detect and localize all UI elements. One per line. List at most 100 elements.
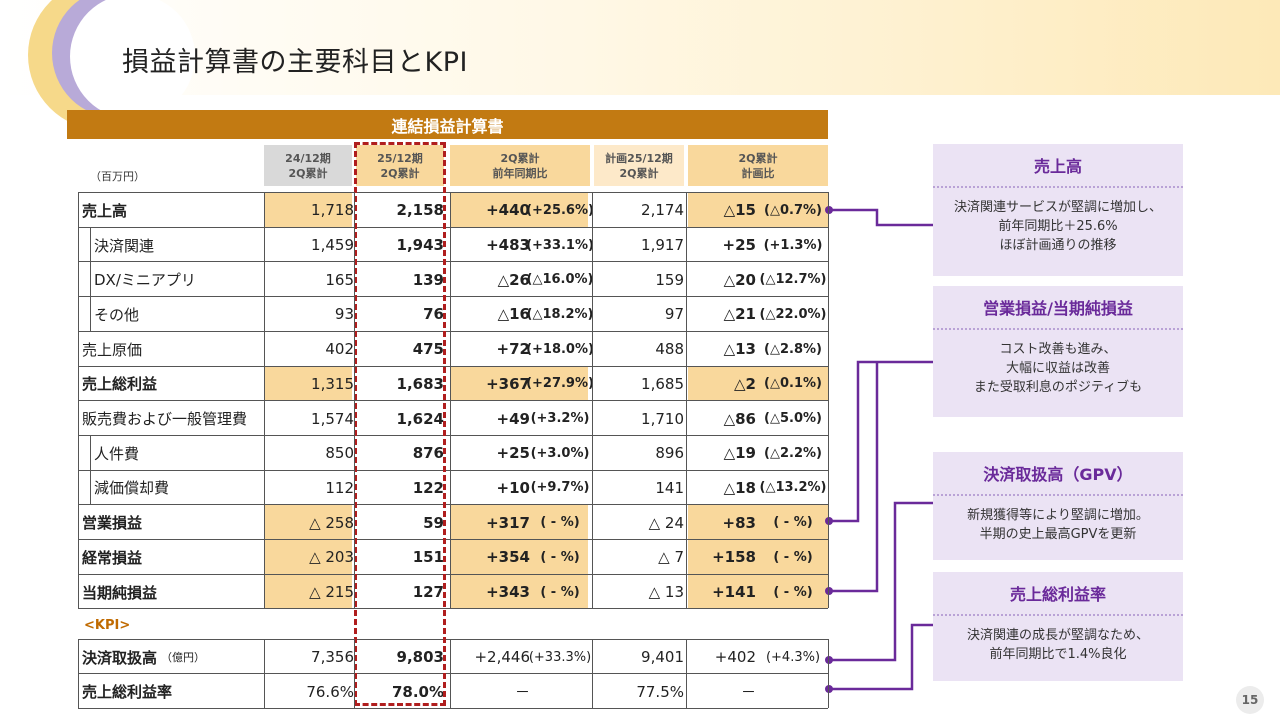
cell-c5p: (△2.8%) xyxy=(764,341,822,357)
cell-c4: 1,710 xyxy=(641,409,684,428)
header-band xyxy=(0,0,1280,95)
cell-highlight xyxy=(264,193,352,228)
row-label-text: 売上高 xyxy=(82,201,128,220)
cell-c5p: ( - %) xyxy=(773,515,813,531)
cell-c2: 1,943 xyxy=(396,236,444,255)
cell-c3p: (+27.9%) xyxy=(526,376,594,392)
row-label: 売上総利益率 xyxy=(82,674,262,709)
panel-revenue: 売上高 決済関連サービスが堅調に増加し、 前年同期比＋25.6% ほぼ計画通りの… xyxy=(933,144,1183,276)
cell-c2: 876 xyxy=(412,444,444,463)
cell-c4: 97 xyxy=(664,305,684,324)
row-label: 売上原価 xyxy=(82,332,262,367)
cell-c4: △ 24 xyxy=(648,513,684,532)
cell-c1: △ 215 xyxy=(309,583,354,602)
table-row: 売上総利益 1,315 1,683 +367 (+27.9%) 1,685 △2 (△0.1%… xyxy=(78,365,828,402)
cell-c1: 1,574 xyxy=(311,409,354,428)
panel-title: 売上高 xyxy=(933,144,1183,188)
column-header-current: 25/12期 2Q累計 xyxy=(356,145,444,186)
row-label: 経常損益 xyxy=(82,540,262,575)
kpi-bottom-border xyxy=(78,708,828,709)
cell-c4: 2,174 xyxy=(641,201,684,220)
table-row: DX/ミニアプリ 165 139 △26 (△16.0%) 159 △20 (△12.7%) xyxy=(78,261,828,297)
cell-c5: △19 xyxy=(723,444,756,463)
panel-gpv: 決済取扱高（GPV） 新規獲得等により堅調に増加。 半期の史上最高GPVを更新 xyxy=(933,452,1183,560)
row-label-text: DX/ミニアプリ xyxy=(94,271,196,290)
cell-c5: △21 xyxy=(723,305,756,324)
cell-highlight xyxy=(450,366,588,402)
cell-highlight xyxy=(450,193,588,228)
row-label: 人件費 xyxy=(94,436,274,471)
page-number: 15 xyxy=(1236,686,1264,714)
cell-c4: 77.5% xyxy=(636,682,684,701)
cell-highlight xyxy=(264,505,352,540)
cell-c1: △ 203 xyxy=(309,548,354,567)
cell-c5p: (+4.3%) xyxy=(765,649,821,665)
table-row: 売上総利益率 76.6% 78.0% － 77.5% － xyxy=(78,673,828,709)
cell-c3p: (+18.0%) xyxy=(526,341,594,357)
panel-gross-margin: 売上総利益率 決済関連の成長が堅調なため、 前年同期比で1.4%良化 xyxy=(933,572,1183,681)
connector-gpv xyxy=(830,501,933,662)
table-row: 売上原価 402 475 +72 (+18.0%) 488 △13 (△2.8%) xyxy=(78,330,828,367)
table-row: 販売費および一般管理費 1,574 1,624 +49 (+3.2%) 1,710 △86 (… xyxy=(78,400,828,436)
cell-highlight xyxy=(264,366,352,402)
row-label-text: 減価償却費 xyxy=(94,479,170,498)
row-label: 減価償却費 xyxy=(94,471,274,506)
cell-c5p: ( - %) xyxy=(773,549,813,565)
row-label-text: 決済取扱高 xyxy=(82,648,158,667)
cell-c2: 139 xyxy=(412,270,444,289)
cell-c4: 1,685 xyxy=(641,374,684,393)
panel-body: コスト改善も進み、 大幅に収益は改善 また受取利息のポジティブも xyxy=(973,342,1143,395)
decorative-arc xyxy=(70,0,195,119)
cell-c2: 59 xyxy=(423,513,444,532)
cell-c3p: (+3.2%) xyxy=(530,411,590,427)
cell-c3p: (+33.3%) xyxy=(528,649,592,665)
cell-c5p: ( - %) xyxy=(773,584,813,600)
cell-c2: 78.0% xyxy=(391,682,444,701)
table-row: その他 93 76 △16 (△18.2%) 97 △21 (△22.0%) xyxy=(78,296,828,332)
cell-c3p: ( - %) xyxy=(540,549,580,565)
column-divider xyxy=(354,639,355,708)
cell-highlight xyxy=(688,366,828,402)
table-title: 連結損益計算書 xyxy=(67,110,828,139)
column-divider xyxy=(264,639,265,708)
cell-c5p: (△13.2%) xyxy=(759,480,827,496)
cell-c4: 896 xyxy=(655,444,684,463)
cell-c1: 93 xyxy=(334,305,354,324)
cell-c5: △15 xyxy=(723,201,756,220)
column-divider xyxy=(592,192,593,608)
row-label-text: 営業損益 xyxy=(82,514,143,533)
cell-c5: +83 xyxy=(722,513,756,532)
column-divider xyxy=(354,192,355,608)
cell-c4: △ 13 xyxy=(648,583,684,602)
cell-highlight xyxy=(688,540,828,575)
cell-c5: － xyxy=(740,683,756,702)
connector-net xyxy=(830,362,879,593)
cell-c1: △ 258 xyxy=(309,513,354,532)
cell-c5: △18 xyxy=(723,478,756,497)
cell-c2: 9,803 xyxy=(396,648,444,667)
cell-c3: － xyxy=(514,683,530,702)
cell-c3: +72 xyxy=(496,340,530,359)
cell-c3p: ( - %) xyxy=(540,515,580,531)
cell-c1: 7,356 xyxy=(311,648,354,667)
cell-c3p: (+33.1%) xyxy=(526,237,594,253)
row-label: 営業損益 xyxy=(82,505,262,540)
cell-highlight xyxy=(264,540,352,575)
table-row: 当期純損益 △ 215 127 +343 ( - %) △ 13 +141 ( - %) xyxy=(78,573,828,610)
connector-dot xyxy=(825,587,833,595)
cell-c3p: (+9.7%) xyxy=(530,480,590,496)
row-label-text: 人件費 xyxy=(94,444,140,463)
row-label-text: 決済関連 xyxy=(94,236,155,255)
row-unit: （億円） xyxy=(161,651,206,665)
connector-revenue xyxy=(830,208,933,227)
cell-c5: △86 xyxy=(723,409,756,428)
cell-c5p: (△5.0%) xyxy=(764,411,822,427)
cell-c3: +10 xyxy=(496,478,530,497)
cell-c5p: (+1.3%) xyxy=(763,237,823,253)
indent-divider xyxy=(90,435,91,504)
cell-highlight xyxy=(450,574,588,610)
connector-operating xyxy=(830,360,933,523)
cell-c3: +440 xyxy=(486,201,530,220)
cell-c3: △26 xyxy=(497,270,530,289)
